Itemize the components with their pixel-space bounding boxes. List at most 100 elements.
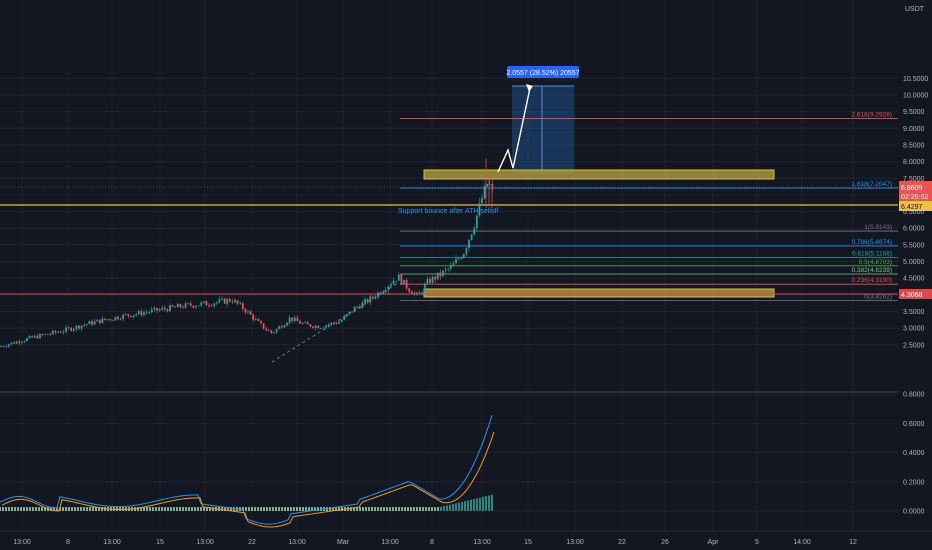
- candle-body: [364, 299, 366, 303]
- candle-body: [31, 336, 34, 338]
- candle-body: [455, 259, 457, 264]
- candle-body: [431, 276, 434, 283]
- candle-body: [23, 341, 26, 343]
- candlestick-series[interactable]: [0, 158, 494, 349]
- histogram-bar: [467, 500, 469, 511]
- candle-body: [158, 309, 161, 311]
- histogram-bar: [101, 507, 103, 511]
- candle-body: [452, 263, 455, 266]
- support-zone-lower[interactable]: [423, 288, 775, 298]
- time-tick: 13:00: [566, 539, 584, 546]
- candle-body: [119, 319, 122, 320]
- histogram-bar: [149, 507, 151, 511]
- oscillator-axis-ticks: 0.8000 0.6000 0.4000 0.2000 0.0000: [903, 392, 925, 516]
- projection-box[interactable]: [512, 86, 574, 174]
- histogram-bar: [377, 507, 379, 511]
- time-tick: Apr: [708, 539, 720, 546]
- candle-body: [306, 322, 309, 325]
- candle-body: [18, 341, 21, 344]
- histogram-bar: [383, 507, 385, 511]
- time-axis[interactable]: 13:00 8 13:00 15 13:00 22 13:00 Mar 13:00 8 13:00 1…: [13, 539, 857, 546]
- candle-body: [353, 307, 356, 313]
- candle-body: [239, 303, 242, 305]
- red-level-value: 4.3068: [901, 292, 923, 299]
- candle-body: [210, 305, 213, 307]
- candle-body: [278, 326, 281, 329]
- time-tick: 14:00: [793, 539, 811, 546]
- histogram-bar: [5, 507, 7, 511]
- histogram-bar: [296, 507, 298, 511]
- last-price-tag: [899, 181, 932, 202]
- candle-body: [36, 335, 39, 339]
- candle-body: [436, 272, 439, 280]
- histogram-bar: [74, 507, 76, 511]
- candle-body: [192, 305, 195, 308]
- candle-body: [62, 331, 65, 333]
- candle-body: [369, 296, 372, 303]
- candle-body: [91, 321, 93, 325]
- candle-body: [234, 300, 236, 303]
- candle-body: [275, 328, 278, 333]
- time-tick: 13:00: [103, 539, 121, 546]
- histogram-bar: [158, 507, 160, 511]
- histogram-bar: [11, 507, 13, 511]
- candle-body: [314, 325, 317, 328]
- histogram-bar: [164, 507, 166, 511]
- candle-body: [187, 303, 190, 305]
- candle-body: [226, 299, 229, 304]
- time-tick: 15: [524, 539, 532, 546]
- histogram-bar: [278, 507, 280, 511]
- histogram-bar: [176, 507, 178, 511]
- candle-body: [0, 346, 2, 347]
- candle-body: [117, 316, 119, 320]
- trend-line[interactable]: [271, 282, 399, 363]
- candle-body: [280, 326, 283, 328]
- macd-pane[interactable]: [0, 415, 495, 528]
- projection-path[interactable]: [497, 87, 531, 173]
- candle-body: [189, 303, 192, 306]
- histogram-bar: [194, 507, 196, 511]
- histogram-bar: [71, 507, 73, 511]
- histogram-bar: [62, 507, 64, 511]
- candle-body: [312, 326, 314, 328]
- resistance-zone-upper[interactable]: [423, 169, 775, 180]
- candle-body: [202, 301, 205, 303]
- histogram-bar: [434, 507, 436, 511]
- histogram-bar: [485, 496, 487, 511]
- candle-body: [249, 311, 252, 315]
- price-tick: 8.0000: [903, 159, 925, 166]
- histogram-bar: [422, 507, 424, 511]
- histogram-bar: [179, 507, 181, 511]
- histogram-bar: [53, 507, 55, 511]
- candle-body: [127, 314, 130, 316]
- candle-body: [327, 324, 330, 326]
- candle-body: [122, 314, 125, 320]
- fib-levels[interactable]: 2.618(9.2928) 1.618(7.2047) 1(5.9143) 0.786…: [400, 112, 898, 301]
- candle-body: [262, 323, 265, 329]
- projection-arrowhead: [526, 84, 533, 92]
- candle-body: [49, 333, 52, 335]
- histogram-bar: [341, 507, 343, 511]
- price-tick: 9.0000: [903, 126, 925, 133]
- histogram-bar: [380, 507, 382, 511]
- candle-body: [59, 332, 62, 333]
- candle-body: [473, 228, 476, 235]
- candle-body: [257, 318, 260, 321]
- long-position-projection[interactable]: 2.0557 (28.52%) 20557: [506, 66, 580, 174]
- fib-label: 1(5.9143): [864, 224, 892, 231]
- candle-body: [483, 186, 486, 199]
- annotation-text[interactable]: Support bounce after ATH selloff: [398, 208, 499, 215]
- histogram-bar: [458, 502, 460, 511]
- histogram-bar: [44, 507, 46, 511]
- candle-body: [140, 310, 143, 316]
- price-tick: 10.0000: [903, 93, 928, 100]
- histogram-bar: [50, 507, 52, 511]
- histogram-bar: [152, 507, 154, 511]
- histogram-bar: [284, 507, 286, 511]
- histogram-bar: [443, 506, 445, 511]
- histogram-bar: [203, 507, 205, 511]
- histogram-bar: [134, 507, 136, 511]
- histogram-bar: [17, 507, 19, 511]
